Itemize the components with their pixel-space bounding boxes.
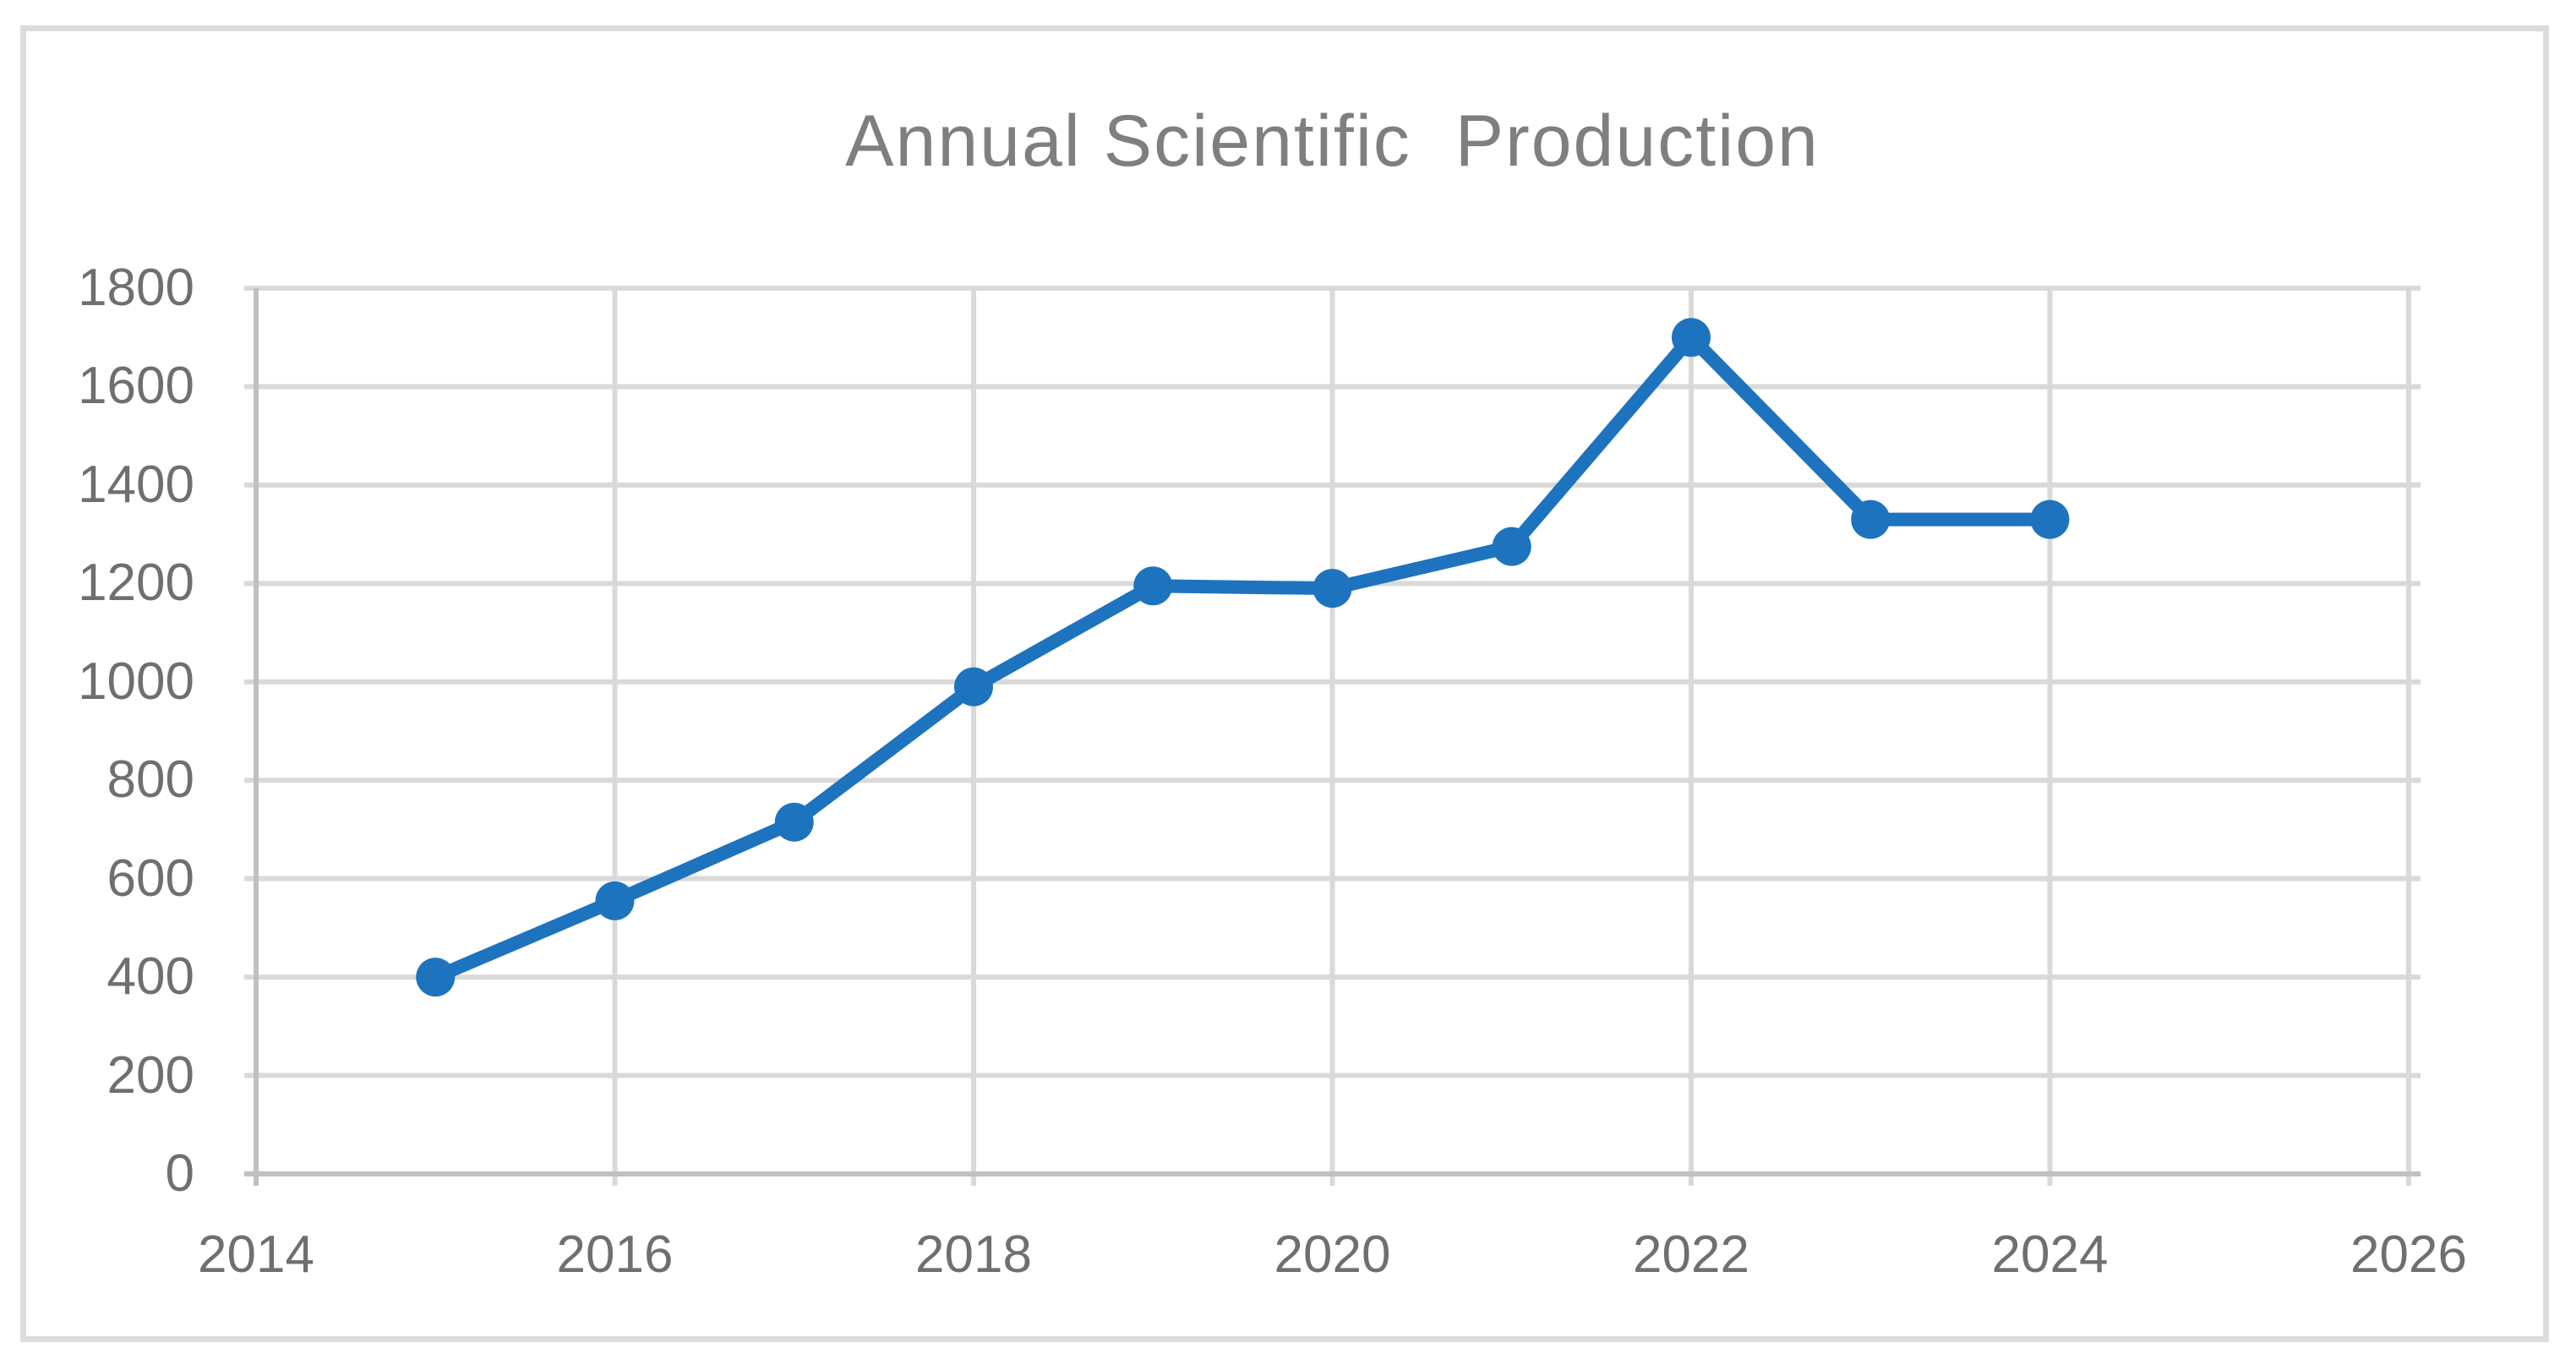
x-axis-tick-label: 2020 bbox=[1274, 1225, 1391, 1284]
x-axis-tick-label: 2024 bbox=[1991, 1225, 2109, 1284]
y-axis-tick-label: 1400 bbox=[78, 455, 194, 514]
data-point-marker bbox=[774, 802, 814, 842]
data-line bbox=[428, 330, 2057, 985]
data-point-marker bbox=[595, 881, 635, 920]
y-axis-tick-label: 1800 bbox=[78, 259, 194, 317]
data-point-marker bbox=[1133, 566, 1173, 606]
y-axis-tick-label: 200 bbox=[106, 1045, 194, 1105]
x-axis-tick-label: 2016 bbox=[556, 1225, 674, 1284]
y-axis-tick-label: 1200 bbox=[78, 554, 194, 613]
x-axis-tick-label: 2014 bbox=[198, 1225, 314, 1284]
data-point-marker bbox=[1313, 569, 1352, 609]
chart-title: Annual Scientific Production bbox=[845, 101, 1820, 182]
data-point-marker bbox=[416, 958, 456, 997]
y-axis-tick-label: 400 bbox=[106, 947, 194, 1007]
y-axis-tick-label: 1000 bbox=[78, 652, 194, 711]
y-axis-tick-label: 800 bbox=[106, 750, 194, 810]
data-point-marker bbox=[954, 667, 993, 707]
x-axis-tick-label: 2026 bbox=[2350, 1225, 2467, 1284]
data-point-marker bbox=[2030, 499, 2070, 539]
y-axis-tick-label: 0 bbox=[165, 1144, 194, 1203]
x-axis-tick-label: 2022 bbox=[1633, 1225, 1749, 1284]
y-axis-tick-label: 1600 bbox=[78, 357, 194, 416]
x-axis-tick-label: 2018 bbox=[915, 1225, 1032, 1284]
data-point-marker bbox=[1492, 527, 1531, 566]
y-axis-tick-label: 600 bbox=[106, 849, 194, 908]
data-point-marker bbox=[1672, 318, 1711, 358]
data-point-marker bbox=[1851, 499, 1891, 539]
